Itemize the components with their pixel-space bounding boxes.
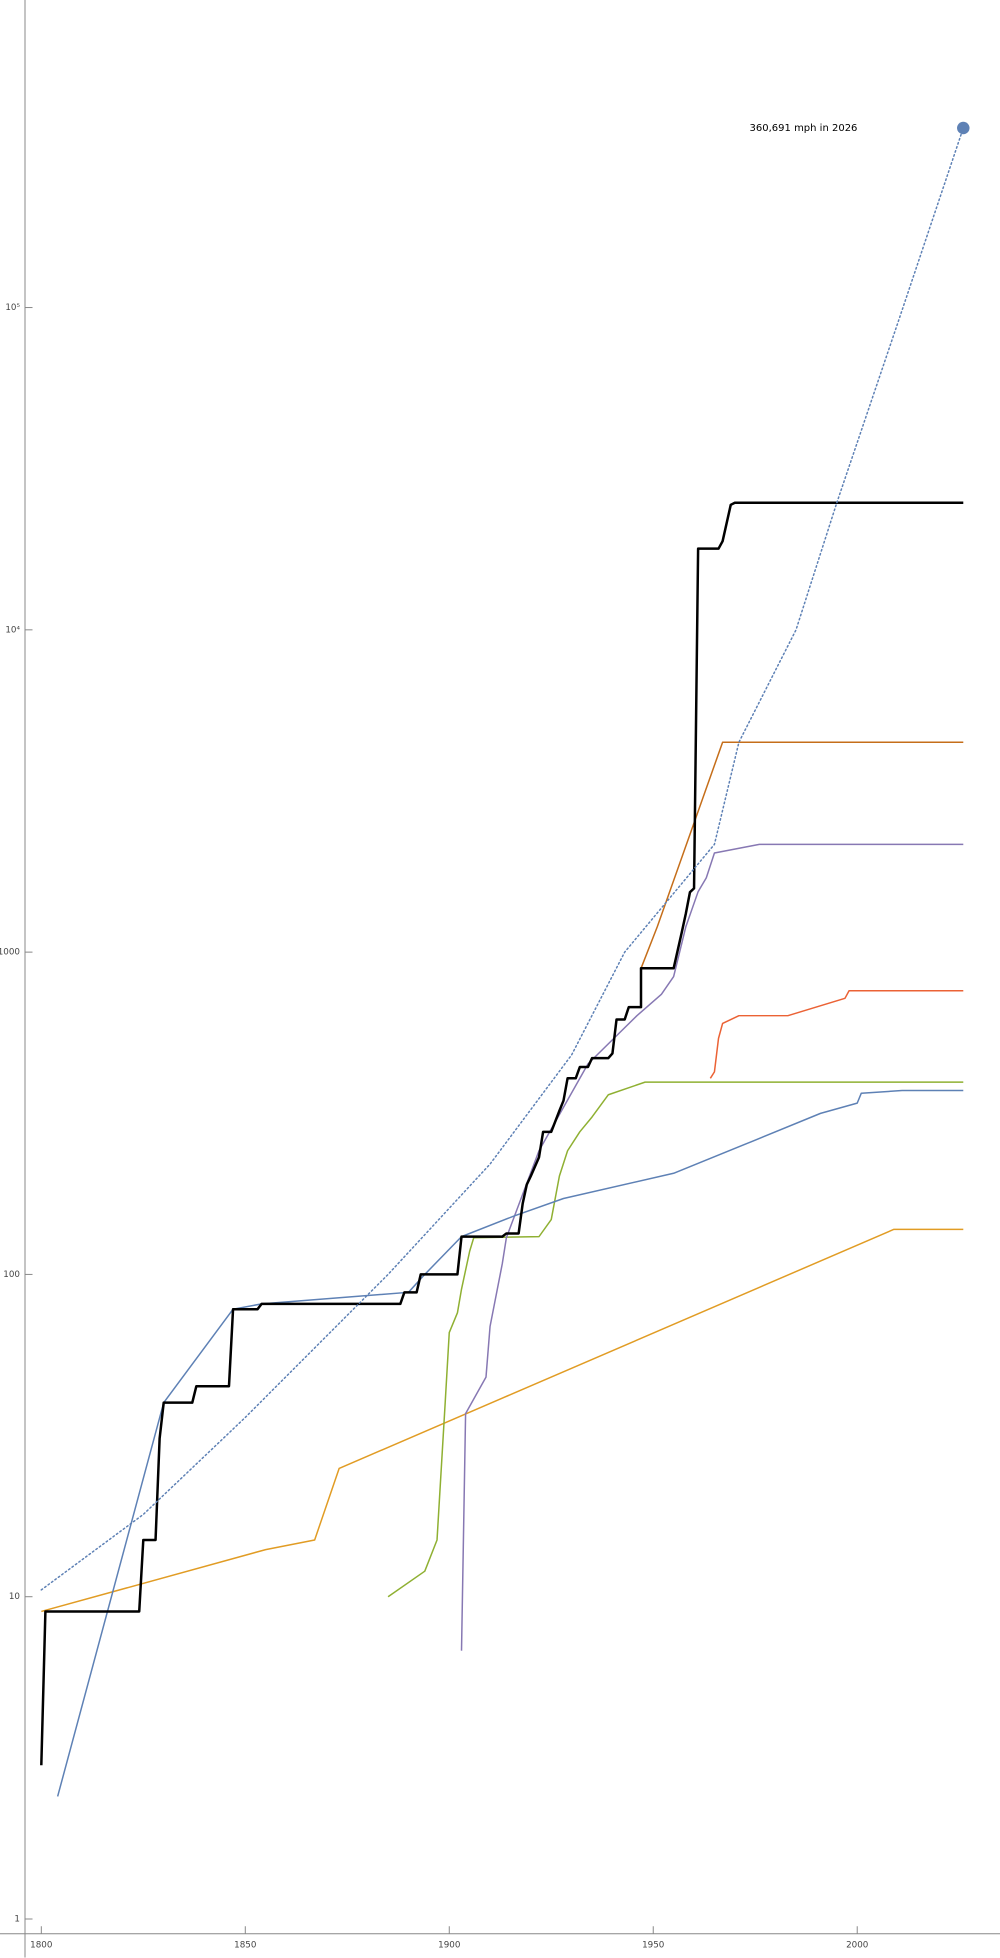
series-line xyxy=(56,1089,964,1797)
y-tick-label: 10⁵ xyxy=(5,303,20,313)
x-tick-label: 1900 xyxy=(438,1941,460,1951)
series-line xyxy=(41,1228,964,1613)
x-tick-label: 1800 xyxy=(30,1941,52,1951)
series-line xyxy=(640,741,964,969)
series-line xyxy=(460,843,964,1651)
series-line xyxy=(40,501,964,1766)
y-tick-label: 10 xyxy=(9,1592,20,1602)
x-tick-label: 1850 xyxy=(234,1941,256,1951)
trend-line xyxy=(40,127,965,1591)
y-tick-label: 100 xyxy=(3,1270,20,1280)
series-line xyxy=(709,989,964,1079)
y-tick-label: 10⁴ xyxy=(5,625,20,635)
y-tick-label: 1 xyxy=(14,1915,20,1925)
series-line xyxy=(387,1081,964,1598)
annotation: 360,691 mph in 2026 xyxy=(750,123,858,134)
x-tick-label: 1950 xyxy=(642,1941,664,1951)
x-tick-label: 2000 xyxy=(846,1941,868,1951)
end-point xyxy=(957,121,970,135)
